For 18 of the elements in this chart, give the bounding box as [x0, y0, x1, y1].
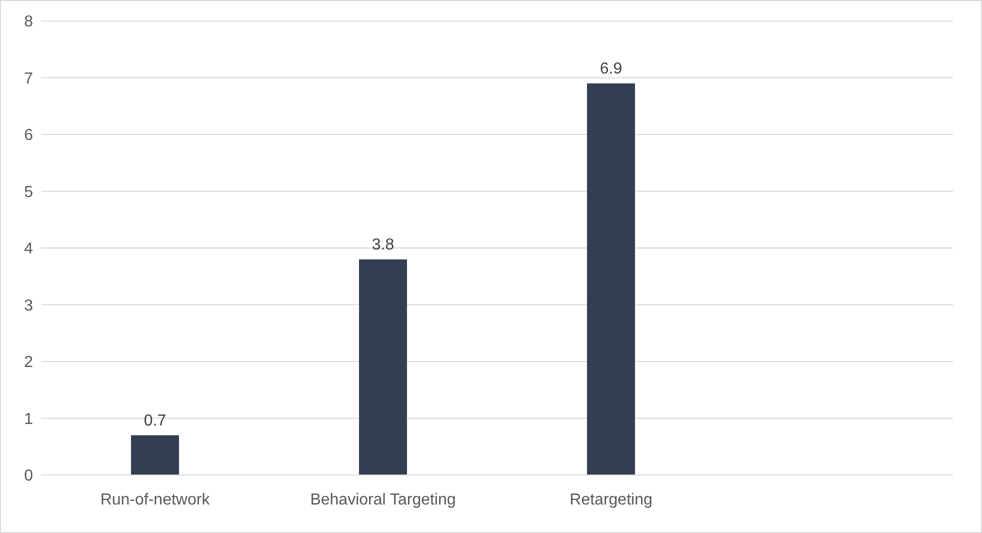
- bar: [359, 259, 407, 475]
- y-tick-label: 4: [24, 240, 34, 258]
- y-tick-label: 8: [24, 14, 34, 31]
- bar: [131, 435, 179, 475]
- y-tick-label: 2: [24, 354, 34, 372]
- data-label: 6.9: [600, 60, 622, 78]
- data-label: 3.8: [372, 236, 394, 254]
- x-tick-label: Retargeting: [570, 491, 652, 508]
- y-tick-label: 6: [24, 127, 34, 144]
- y-tick-label: 3: [24, 297, 34, 314]
- data-label: 0.7: [144, 412, 166, 430]
- bar: [587, 83, 635, 475]
- y-tick-label: 0: [24, 468, 34, 485]
- y-tick-label: 1: [24, 410, 34, 428]
- x-tick-label: Run-of-network: [100, 491, 211, 508]
- x-tick-label: Behavioral Targeting: [310, 491, 456, 508]
- y-tick-label: 5: [24, 184, 34, 201]
- y-tick-label: 7: [24, 70, 34, 88]
